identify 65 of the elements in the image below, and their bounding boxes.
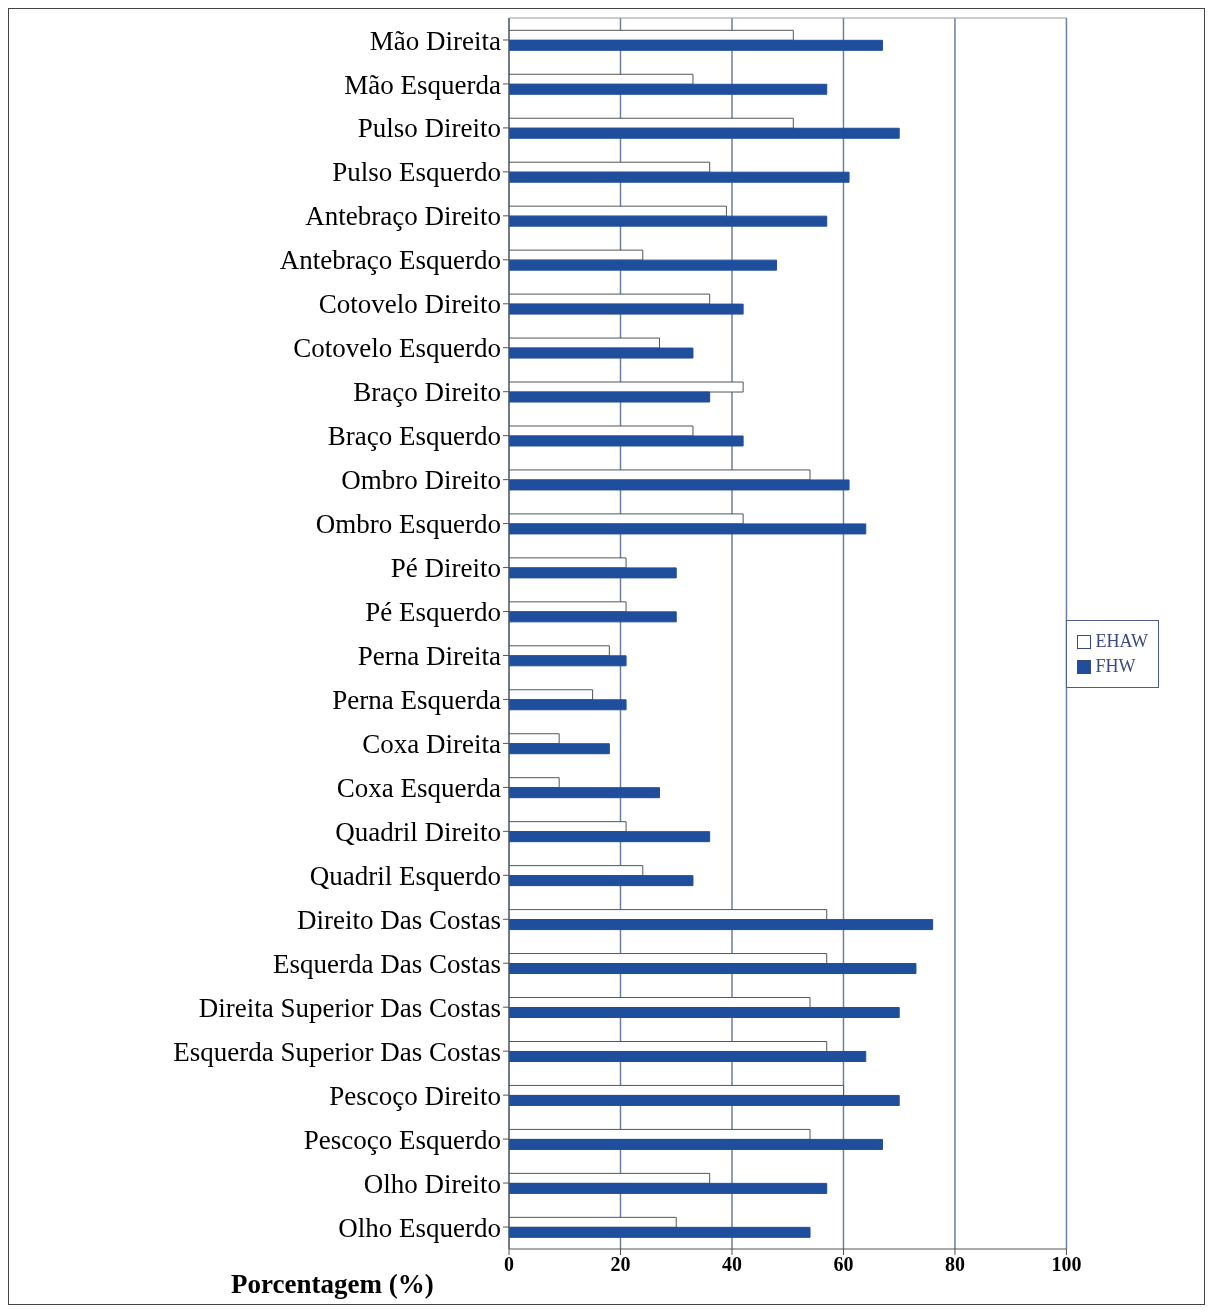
y-tick-label: Olho Direito — [363, 1168, 501, 1199]
bar — [509, 1138, 883, 1150]
bar — [509, 655, 627, 667]
bar — [509, 1182, 828, 1194]
bar — [509, 1094, 900, 1106]
y-tick-label: Ombro Direito — [341, 465, 501, 496]
bar — [509, 1226, 811, 1238]
bar — [509, 963, 917, 975]
x-axis-title: Porcentagem (%) — [231, 1269, 434, 1300]
bar — [509, 919, 934, 931]
bar — [509, 171, 850, 183]
y-tick-label: Quadril Direito — [335, 816, 501, 847]
bar — [509, 127, 900, 139]
bar — [509, 611, 677, 623]
y-tick-label: Cotovelo Esquerdo — [293, 333, 501, 364]
bar — [509, 83, 828, 95]
y-tick-label: Mão Esquerda — [344, 69, 502, 100]
bar — [509, 347, 694, 359]
y-tick-label: Olho Esquerdo — [338, 1212, 501, 1243]
y-tick-label: Coxa Esquerda — [336, 772, 502, 803]
bar — [509, 303, 744, 315]
legend-label: FHW — [1095, 656, 1136, 677]
y-tick-label: Perna Esquerda — [332, 685, 502, 716]
y-tick-label: Braço Direito — [353, 377, 501, 408]
y-tick-label: Esquerda Das Costas — [273, 948, 501, 979]
y-tick-label: Braço Esquerdo — [327, 421, 501, 452]
y-tick-label: Antebraço Esquerdo — [279, 245, 501, 276]
y-tick-label: Direita Superior Das Costas — [198, 992, 501, 1023]
y-tick-label: Pé Direito — [390, 553, 501, 584]
x-tick-label: 100 — [1051, 1253, 1082, 1276]
text: EHAW — [1095, 631, 1148, 652]
y-tick-label: Ombro Esquerdo — [315, 509, 501, 540]
y-tick-label: Pescoço Direito — [329, 1080, 501, 1111]
bar — [509, 39, 883, 51]
y-tick-label: Pulso Esquerdo — [332, 157, 501, 188]
bar — [509, 831, 711, 843]
bar — [509, 743, 610, 755]
bar — [509, 787, 661, 799]
bar — [509, 391, 711, 403]
y-tick-label: Mão Direita — [369, 25, 502, 56]
bar — [509, 435, 744, 447]
x-tick-label: 20 — [610, 1253, 631, 1276]
bar — [509, 567, 677, 579]
x-tick-label: 60 — [833, 1253, 854, 1276]
bar — [509, 699, 627, 711]
y-tick-label: Quadril Esquerdo — [309, 860, 501, 891]
y-tick-label: Antebraço Direito — [305, 201, 501, 232]
bar — [509, 875, 694, 887]
bar — [509, 523, 867, 535]
bar — [509, 1050, 867, 1062]
y-tick-label: Pescoço Esquerdo — [303, 1124, 501, 1155]
x-tick-label: 80 — [944, 1253, 965, 1276]
y-tick-label: Esquerda Superior Das Costas — [173, 1036, 501, 1067]
y-tick-label: Direito Das Costas — [297, 904, 501, 935]
y-tick-label: Perna Direita — [357, 641, 502, 672]
bar — [509, 259, 778, 271]
y-tick-label: Pulso Direito — [357, 113, 501, 144]
bar — [509, 215, 828, 227]
bar — [509, 479, 850, 491]
y-tick-label: Pé Esquerdo — [365, 597, 501, 628]
y-tick-label: Cotovelo Direito — [318, 289, 501, 320]
bar — [509, 1007, 900, 1019]
x-tick-label: 40 — [721, 1253, 742, 1276]
x-tick-label: 0 — [504, 1253, 514, 1276]
y-tick-label: Coxa Direita — [362, 729, 501, 759]
